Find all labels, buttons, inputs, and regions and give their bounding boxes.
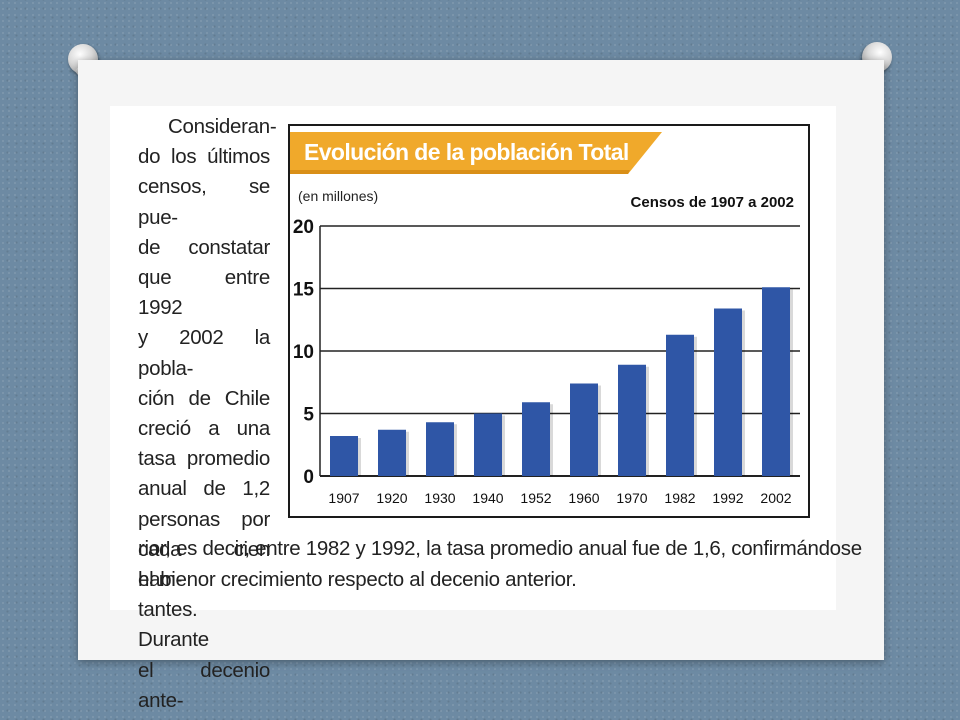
chart-box: Evolución de la población Total (en mill… (288, 124, 810, 518)
title-banner-shape (290, 132, 662, 174)
x-tick-label: 1960 (568, 490, 599, 506)
bar-1907 (330, 436, 358, 476)
bar-1970 (618, 364, 646, 476)
chart-subtitle: Censos de 1907 a 2002 (630, 194, 794, 211)
paragraph-line: de constatar (138, 235, 270, 259)
x-tick-label: 1907 (328, 490, 359, 506)
x-tick-label: 1952 (520, 490, 551, 506)
paragraph-line: personas por (138, 507, 270, 531)
x-tick-label: 1920 (376, 490, 407, 506)
bar-1992 (714, 308, 742, 476)
x-tick-label: 2002 (760, 490, 791, 506)
chart-title: Evolución de la población Total (304, 139, 629, 165)
paragraph-bottom: rior, es decir, entre 1982 y 1992, la ta… (138, 534, 862, 595)
paragraph-line: tantes. Durante (138, 598, 209, 652)
title-banner: Evolución de la población Total (290, 132, 662, 174)
bar-1940 (474, 413, 502, 476)
paragraph-line: que entre 1992 (138, 266, 270, 320)
bar-plot: 0 5 10 15 20 1907 1920 1930 1940 1952 1960 1970 1982… (293, 217, 800, 506)
paragraph-line: creció a una (138, 417, 270, 441)
paragraph-line: y 2002 la pobla- (138, 326, 270, 380)
y-tick-label: 15 (293, 280, 315, 301)
y-tick-label: 10 (293, 342, 314, 363)
paragraph-line: Consideran- (168, 115, 277, 138)
bar-1960 (570, 383, 598, 476)
x-tick-label: 1992 (712, 490, 743, 506)
bar-1920 (378, 429, 406, 476)
paragraph-line: el menor crecimiento respecto al decenio… (138, 567, 577, 591)
y-tick-label: 5 (303, 405, 314, 426)
y-tick-label: 20 (293, 217, 314, 238)
paragraph-line: tasa promedio (138, 447, 270, 471)
paragraph-column: Consideran-do los últimos censos, se pue-… (138, 112, 277, 716)
paragraph-line: rior, es decir, entre 1982 y 1992, la ta… (138, 537, 862, 560)
paragraph-line: cada cien habi- (138, 537, 270, 592)
paragraph-line: anual de 1,2 (138, 477, 270, 501)
y-tick-label: 0 (303, 467, 314, 488)
x-tick-label: 1940 (472, 490, 503, 506)
paragraph-line: do los últimos (138, 145, 270, 169)
x-tick-label: 1970 (616, 490, 647, 506)
x-tick-label: 1982 (664, 490, 695, 506)
bar-1930 (426, 422, 454, 476)
bar-1952 (522, 402, 550, 476)
bar-2002 (762, 287, 790, 476)
paragraph-line: ción de Chile (138, 386, 270, 410)
bar-1982 (666, 334, 694, 476)
paragraph-line: censos, se pue- (138, 175, 270, 229)
paragraph-line: el decenio ante- (138, 658, 270, 712)
y-axis-unit-label: (en millones) (298, 188, 379, 204)
x-tick-label: 1930 (424, 490, 455, 506)
